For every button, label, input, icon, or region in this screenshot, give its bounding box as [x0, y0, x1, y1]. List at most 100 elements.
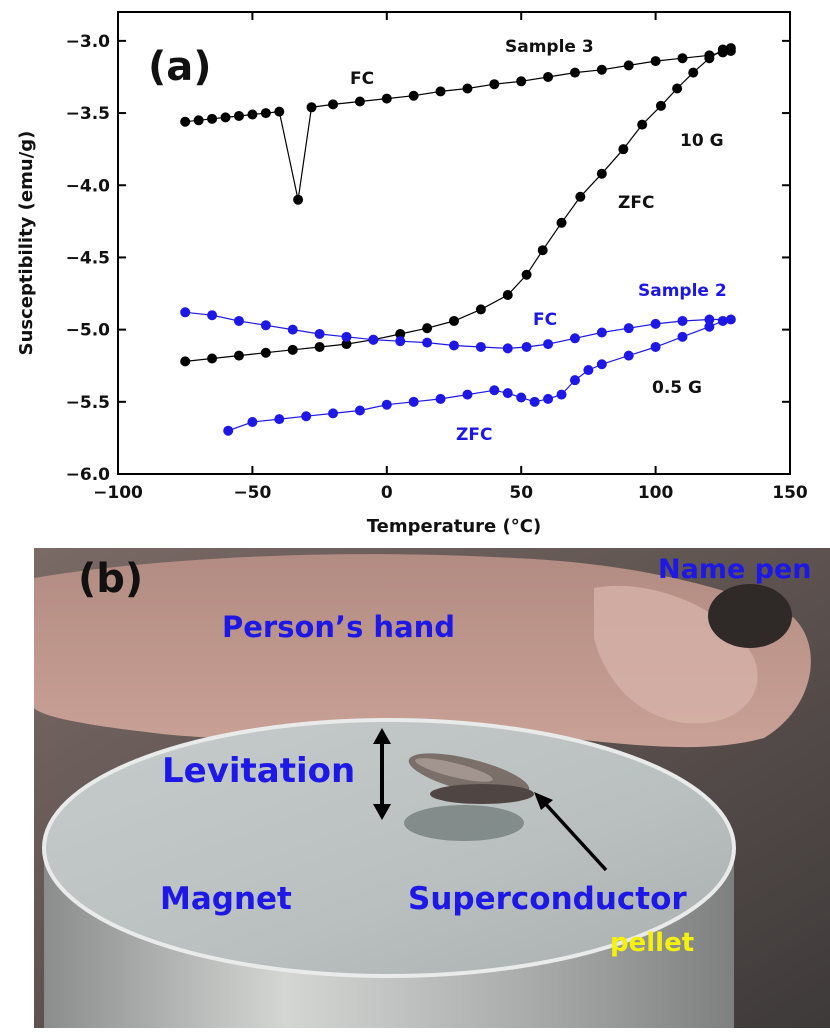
data-point [462, 83, 473, 94]
data-point [180, 307, 191, 318]
data-point [688, 67, 699, 78]
data-point [704, 314, 715, 325]
data-point [207, 353, 218, 364]
sample2-annotation: Sample 2 [638, 281, 727, 301]
data-point [583, 365, 594, 376]
data-point [233, 110, 244, 121]
data-point [556, 389, 567, 400]
y-axis: −6.0 −5.5 −5.0 −4.5 −4.0 −3.5 −3.0 [66, 32, 790, 485]
fc2-annotation: FC [533, 310, 557, 330]
data-point [596, 327, 607, 338]
data-point [287, 324, 298, 335]
data-point [422, 323, 433, 334]
y-tick-label: −5.0 [66, 321, 111, 341]
series-line [185, 50, 732, 200]
sample3-annotation: Sample 3 [505, 37, 594, 57]
data-point [521, 269, 532, 280]
data-point [395, 336, 406, 347]
data-point [725, 314, 736, 325]
pointer-arrow-head [534, 792, 553, 810]
data-point [260, 320, 271, 331]
data-point [247, 109, 258, 120]
data-point [449, 315, 459, 326]
x-tick-label: −50 [233, 483, 271, 503]
y-tick-label: −5.5 [66, 393, 110, 413]
data-point [207, 310, 218, 321]
data-point [623, 350, 634, 361]
data-point [220, 112, 231, 123]
data-point [207, 113, 218, 124]
levitation-annotation: Levitation [162, 751, 356, 791]
levitation-photo: (b) Name pen Person’s hand Levitation Ma… [34, 548, 830, 1028]
data-point [502, 388, 513, 399]
data-point [529, 396, 540, 407]
data-point [314, 341, 325, 352]
data-point [516, 392, 527, 403]
x-tick-label: 0 [381, 483, 393, 503]
data-point [569, 67, 580, 78]
data-point [422, 337, 433, 348]
fc3-annotation: FC [350, 69, 374, 89]
magnet-top [44, 720, 734, 976]
data-point [521, 341, 532, 352]
y-tick-label: −6.0 [66, 465, 111, 485]
data-point [704, 321, 715, 332]
pellet-shadow [404, 805, 524, 841]
data-point [274, 414, 285, 425]
data-point [435, 393, 446, 404]
data-point [462, 389, 473, 400]
y-tick-label: −3.0 [66, 32, 111, 52]
data-point [725, 43, 736, 54]
data-point [354, 96, 365, 107]
data-point [650, 318, 661, 329]
data-series [180, 43, 736, 436]
data-point [435, 86, 446, 97]
data-point [306, 102, 317, 113]
data-point [293, 194, 304, 205]
data-point [449, 340, 459, 351]
zfc3-annotation: ZFC [618, 193, 654, 213]
data-point [569, 333, 580, 344]
data-point [475, 304, 486, 315]
data-point [502, 343, 513, 354]
data-point [516, 76, 527, 87]
data-point [381, 93, 392, 104]
data-point [502, 289, 513, 300]
data-point [489, 385, 500, 396]
photo-illustration [34, 548, 830, 1028]
data-point [556, 217, 567, 228]
data-point [260, 347, 271, 358]
data-point [596, 64, 607, 75]
data-point [341, 339, 352, 350]
data-point [368, 334, 379, 345]
data-point [381, 399, 392, 410]
x-axis-label: Temperature (°C) [367, 516, 541, 537]
data-point [623, 60, 634, 71]
data-point [623, 323, 634, 334]
data-point [489, 79, 500, 90]
data-point [341, 331, 352, 342]
data-point [180, 356, 191, 367]
x-axis: −100 −50 0 50 100 150 [93, 12, 808, 503]
susceptibility-chart: −100 −50 0 50 100 150 −6.0 −5.5 −5.0 −4.5 −4.0 −3.… [16, 11, 808, 537]
levitation-arrow-down-head [373, 804, 391, 820]
panel-b-label: (b) [78, 556, 144, 602]
data-point [637, 119, 648, 130]
data-point [328, 408, 339, 419]
data-point [655, 100, 666, 111]
pellet-underside [430, 784, 534, 804]
data-point [543, 393, 554, 404]
data-point [260, 108, 271, 119]
x-tick-label: −100 [93, 483, 143, 503]
data-point [543, 71, 554, 82]
data-point [672, 83, 683, 94]
hand-annotation: Person’s hand [222, 610, 456, 644]
data-point [717, 44, 728, 55]
series-line [185, 311, 731, 350]
data-point [354, 405, 365, 416]
x-tick-label: 100 [638, 483, 674, 503]
data-point [677, 331, 688, 342]
data-point [233, 315, 244, 326]
data-point [301, 411, 312, 422]
pointer-arrow [540, 798, 608, 872]
